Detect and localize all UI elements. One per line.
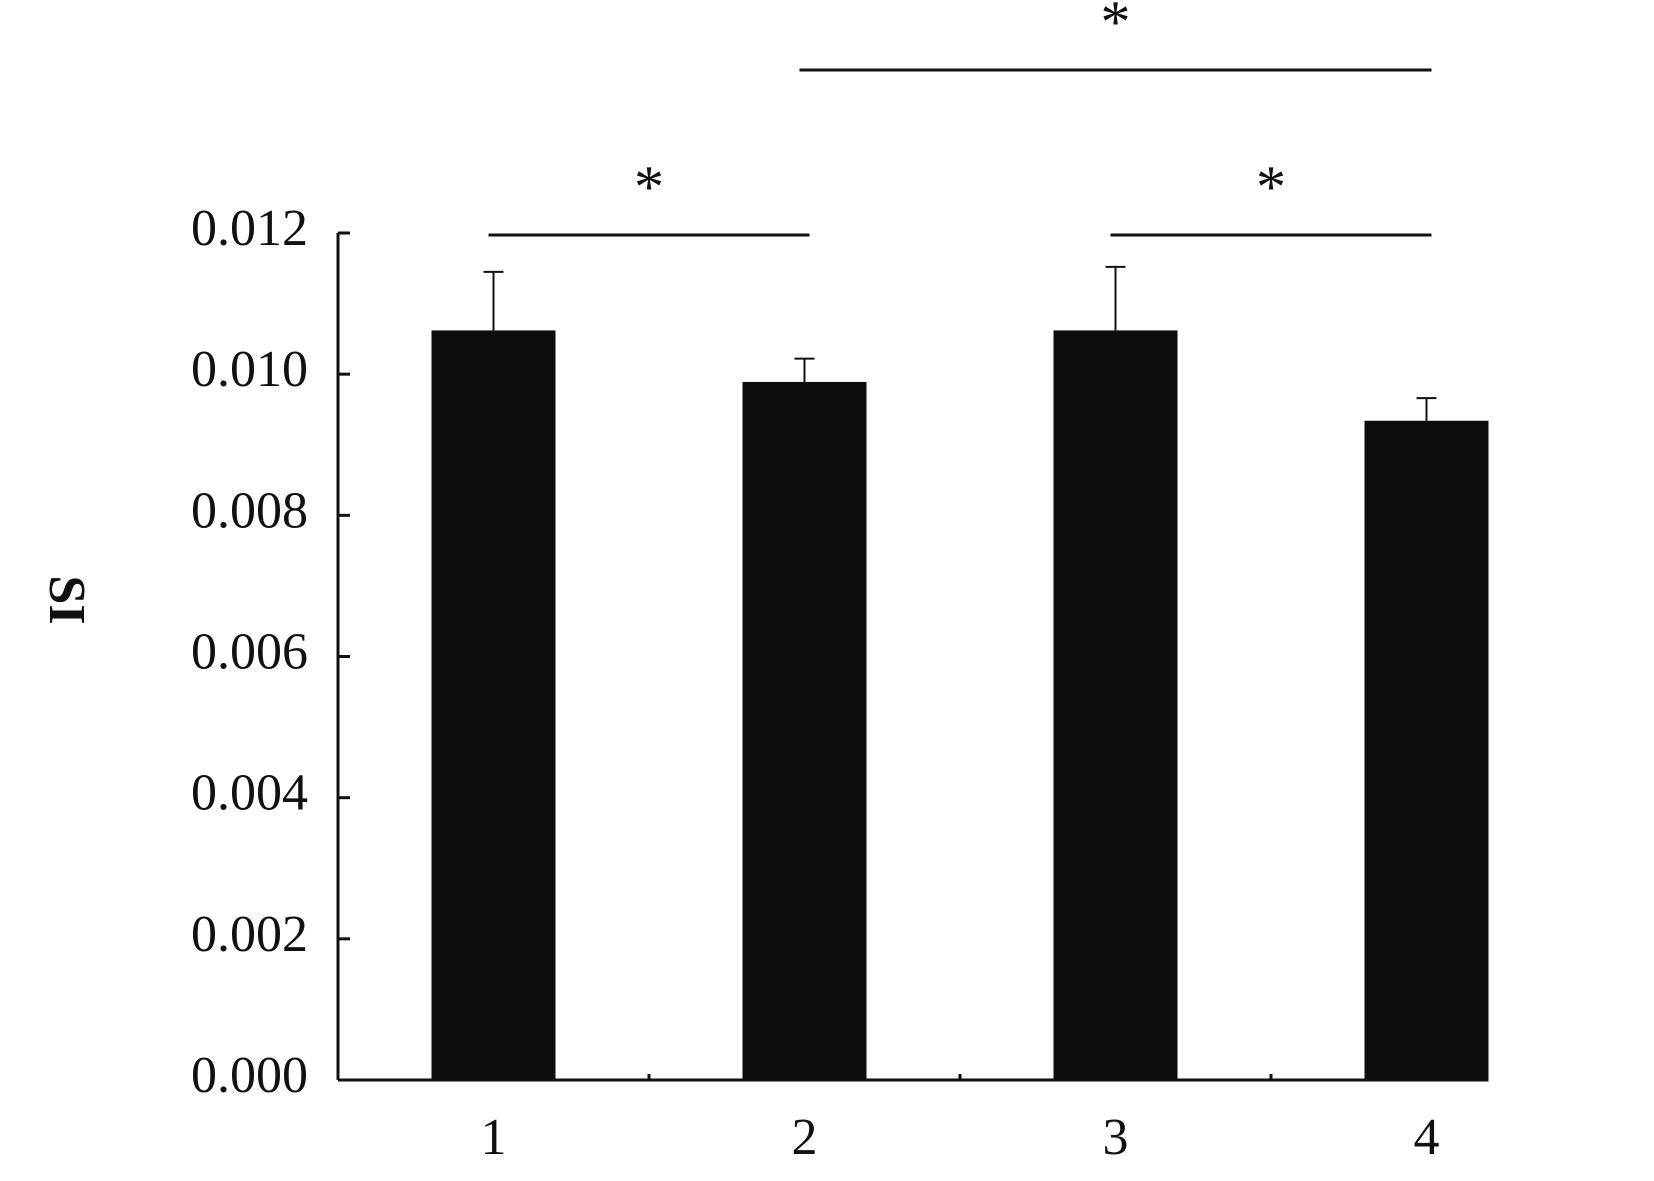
bar [1364,420,1489,1080]
significance-label: * [634,154,664,220]
y-tick-label: 0.004 [191,765,308,822]
error-bar [1105,265,1126,331]
y-tick-label: 0.012 [191,200,308,257]
x-tick-label: 4 [1414,1109,1440,1166]
x-tick-label: 2 [792,1109,818,1166]
error-bar [483,270,504,331]
bar [1053,330,1178,1080]
error-bar [1416,397,1437,421]
x-tick-label: 3 [1103,1109,1129,1166]
x-tick-label: 1 [481,1109,507,1166]
y-axis-label: SI [38,575,95,624]
significance-label: * [1256,154,1286,220]
y-tick-label: 0.002 [191,906,308,963]
bar [431,330,556,1080]
error-bar [794,357,815,382]
y-tick-label: 0.008 [191,482,308,539]
y-tick-label: 0.010 [191,341,308,398]
y-tick-label: 0.006 [191,623,308,680]
bar [742,381,867,1080]
y-tick-label: 0.000 [191,1047,308,1104]
significance-label: * [1101,0,1131,55]
